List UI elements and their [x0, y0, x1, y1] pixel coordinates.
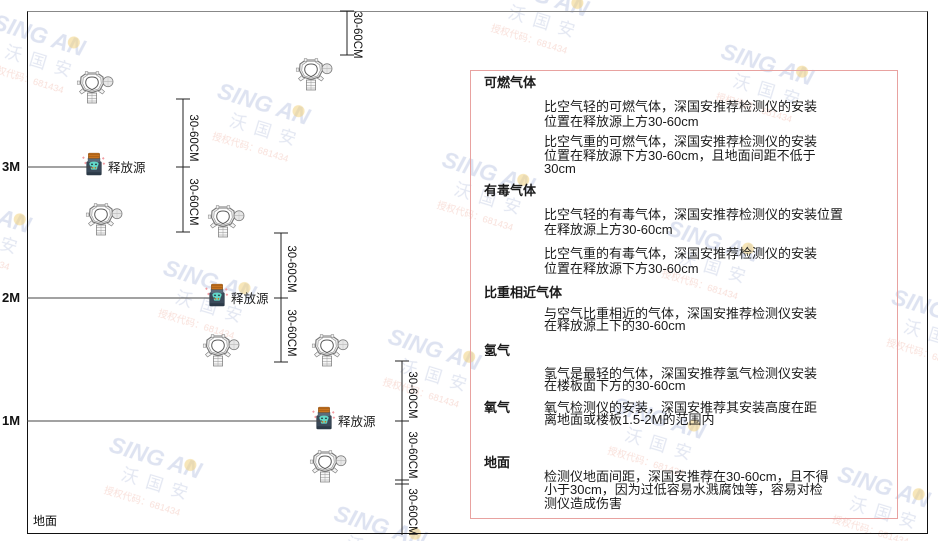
svg-text:30-60CM: 30-60CM: [406, 371, 418, 418]
svg-text:3M: 3M: [2, 159, 20, 174]
svg-text:30-60CM: 30-60CM: [187, 178, 199, 225]
svg-text:2M: 2M: [2, 290, 20, 305]
svg-text:释放源: 释放源: [108, 160, 146, 175]
svg-text:30-60CM: 30-60CM: [285, 309, 297, 356]
svg-text:30-60CM: 30-60CM: [406, 431, 418, 478]
svg-text:释放源: 释放源: [338, 414, 376, 429]
svg-text:释放源: 释放源: [231, 291, 269, 306]
svg-text:30-60CM: 30-60CM: [187, 114, 199, 161]
svg-text:30-60CM: 30-60CM: [285, 245, 297, 292]
svg-text:1M: 1M: [2, 413, 20, 428]
svg-text:地面: 地面: [33, 514, 57, 528]
svg-text:30-60CM: 30-60CM: [351, 11, 363, 58]
svg-text:30-60CM: 30-60CM: [406, 488, 418, 535]
